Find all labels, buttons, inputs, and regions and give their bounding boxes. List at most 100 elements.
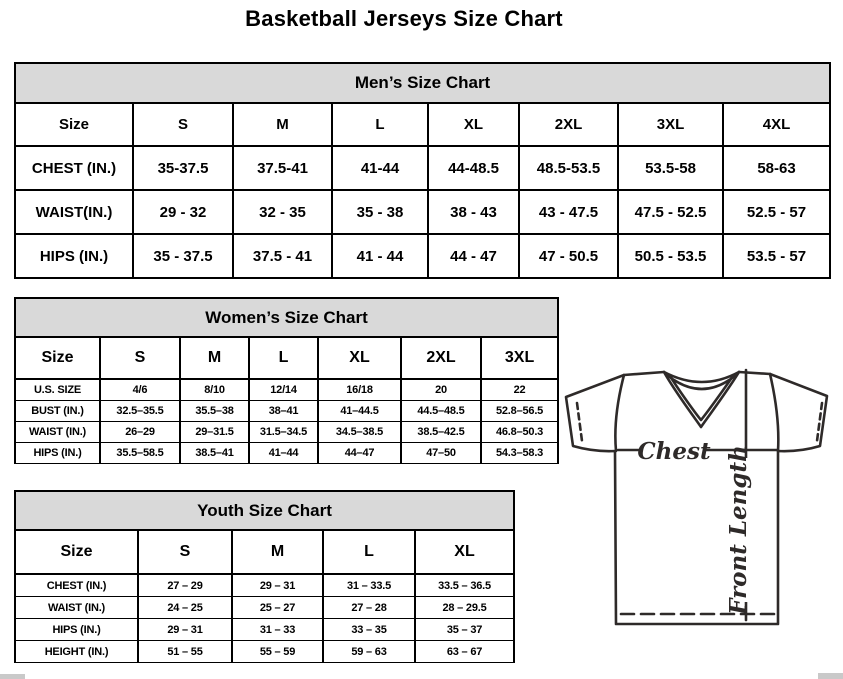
row-label: WAIST (IN.) (14, 421, 101, 443)
value-cell: 24 – 25 (137, 596, 233, 619)
page-title: Basketball Jerseys Size Chart (245, 6, 563, 31)
value-cell: 47.5 - 52.5 (617, 189, 724, 235)
value-cell: 35.5–38 (179, 400, 250, 422)
column-header: XL (317, 336, 402, 380)
value-cell: 35.5–58.5 (99, 442, 181, 464)
table-row: HEIGHT (IN.) 51 – 55 55 – 59 59 – 63 63 … (14, 640, 516, 663)
horizontal-scrollbar-fragment-right[interactable] (818, 673, 843, 679)
column-header: Size (14, 102, 134, 147)
value-cell: 32.5–35.5 (99, 400, 181, 422)
value-cell: 35 – 37 (413, 618, 516, 641)
value-cell: 29–31.5 (179, 421, 250, 443)
column-header: S (99, 336, 181, 380)
value-cell: 53.5-58 (617, 145, 724, 191)
value-cell: 29 - 32 (132, 189, 234, 235)
row-label: HIPS (IN.) (14, 233, 134, 279)
row-label: CHEST (IN.) (14, 145, 134, 191)
table-row: WAIST(IN.) 29 - 32 32 - 35 35 - 38 38 - … (14, 189, 832, 235)
value-cell: 34.5–38.5 (317, 421, 402, 443)
column-header: 2XL (400, 336, 482, 380)
value-cell: 38 - 43 (427, 189, 520, 235)
column-header: 4XL (721, 102, 832, 147)
jersey-diagram: Chest Front Length (564, 368, 829, 626)
table-row: CHEST (IN.) 35-37.5 37.5-41 41-44 44-48.… (14, 145, 832, 191)
column-header: XL (413, 529, 516, 575)
value-cell: 63 – 67 (413, 640, 516, 663)
value-cell: 8/10 (179, 378, 250, 401)
column-header: S (137, 529, 233, 575)
value-cell: 55 – 59 (231, 640, 324, 663)
value-cell: 32 - 35 (232, 189, 333, 235)
value-cell: 35 - 37.5 (132, 233, 234, 279)
row-label: CHEST (IN.) (14, 573, 139, 597)
value-cell: 38.5–42.5 (400, 421, 482, 443)
column-header: 3XL (479, 336, 560, 380)
value-cell: 20 (400, 378, 482, 401)
value-cell: 27 – 28 (322, 596, 416, 619)
column-header: M (231, 529, 324, 575)
armhole-seam-right (768, 372, 780, 453)
row-label: U.S. SIZE (14, 378, 101, 401)
value-cell: 54.3–58.3 (479, 442, 560, 464)
row-label: WAIST(IN.) (14, 189, 134, 235)
row-label: HIPS (IN.) (14, 442, 101, 464)
chest-label-backdrop (642, 434, 706, 464)
value-cell: 52.8–56.5 (479, 400, 560, 422)
value-cell: 53.5 - 57 (721, 233, 832, 279)
column-header: L (322, 529, 416, 575)
value-cell: 44–47 (317, 442, 402, 464)
column-header: Size (14, 529, 139, 575)
chest-label: Chest (637, 438, 711, 465)
column-header: L (248, 336, 319, 380)
table-row: BUST (IN.) 32.5–35.5 35.5–38 38–41 41–44… (14, 400, 560, 422)
value-cell: 29 – 31 (137, 618, 233, 641)
horizontal-scrollbar-fragment-left[interactable] (0, 674, 25, 679)
column-header: 3XL (617, 102, 724, 147)
table-row: HIPS (IN.) 35 - 37.5 37.5 - 41 41 - 44 4… (14, 233, 832, 279)
table-row: U.S. SIZE 4/6 8/10 12/14 16/18 20 22 (14, 378, 560, 401)
table-row: CHEST (IN.) 27 – 29 29 – 31 31 – 33.5 33… (14, 573, 516, 597)
youth-table-title: Youth Size Chart (13, 490, 516, 531)
value-cell: 46.8–50.3 (479, 421, 560, 443)
value-cell: 44 - 47 (427, 233, 520, 279)
table-row: WAIST (IN.) 26–29 29–31.5 31.5–34.5 34.5… (14, 421, 560, 443)
value-cell: 29 – 31 (231, 573, 324, 597)
value-cell: 38–41 (248, 400, 319, 422)
table-row: HIPS (IN.) 29 – 31 31 – 33 33 – 35 35 – … (14, 618, 516, 641)
column-header: XL (427, 102, 520, 147)
front-length-label-backdrop (732, 458, 760, 602)
value-cell: 33.5 – 36.5 (413, 573, 516, 597)
row-label: WAIST (IN.) (14, 596, 139, 619)
value-cell: 28 – 29.5 (413, 596, 516, 619)
value-cell: 43 - 47.5 (518, 189, 619, 235)
value-cell: 33 – 35 (322, 618, 416, 641)
value-cell: 37.5 - 41 (232, 233, 333, 279)
value-cell: 41–44.5 (317, 400, 402, 422)
collar-back-arc-outer (662, 370, 741, 384)
cuff-stitch-left (575, 401, 584, 443)
column-header: M (179, 336, 250, 380)
value-cell: 31.5–34.5 (248, 421, 319, 443)
column-header: 2XL (518, 102, 619, 147)
value-cell: 27 – 29 (137, 573, 233, 597)
value-cell: 44-48.5 (427, 145, 520, 191)
jersey-outline (564, 370, 829, 626)
value-cell: 4/6 (99, 378, 181, 401)
value-cell: 37.5-41 (232, 145, 333, 191)
collar-v-outer (662, 370, 741, 429)
value-cell: 25 – 27 (231, 596, 324, 619)
cuff-stitch-right (815, 401, 824, 443)
value-cell: 59 – 63 (322, 640, 416, 663)
column-header: S (132, 102, 234, 147)
row-label: BUST (IN.) (14, 400, 101, 422)
value-cell: 35 - 38 (331, 189, 429, 235)
row-label: HIPS (IN.) (14, 618, 139, 641)
value-cell: 41 - 44 (331, 233, 429, 279)
table-row: WAIST (IN.) 24 – 25 25 – 27 27 – 28 28 –… (14, 596, 516, 619)
column-header: L (331, 102, 429, 147)
collar-v-inner (668, 374, 735, 422)
value-cell: 47–50 (400, 442, 482, 464)
value-cell: 58-63 (721, 145, 832, 191)
value-cell: 47 - 50.5 (518, 233, 619, 279)
armhole-seam-left (614, 373, 626, 453)
